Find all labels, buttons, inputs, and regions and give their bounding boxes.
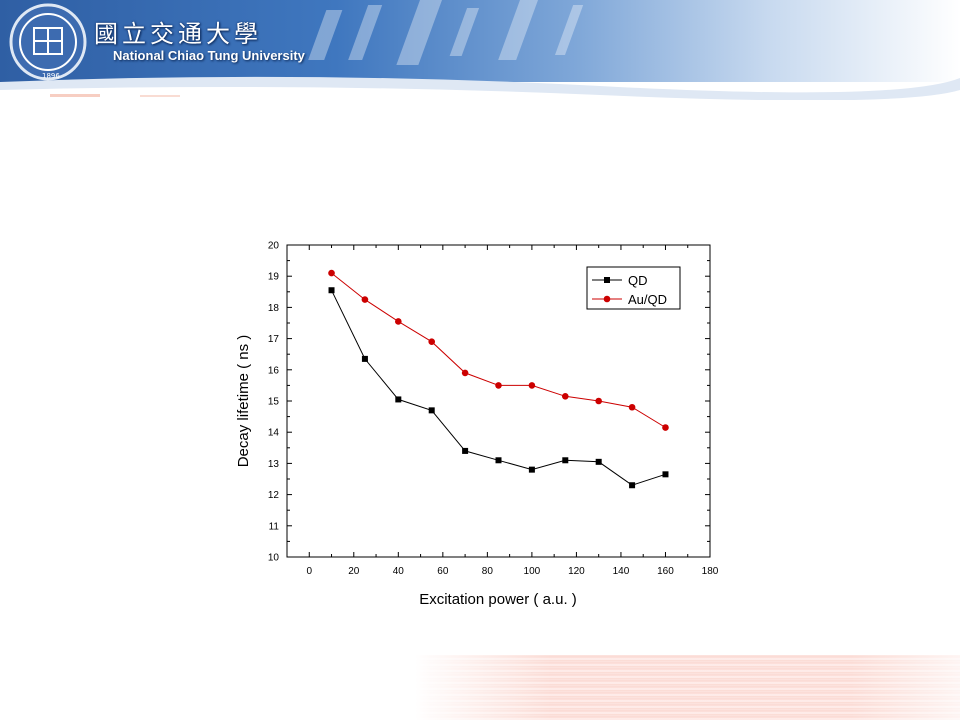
- data-point-qd: [662, 471, 669, 478]
- y-tick-label: 12: [268, 490, 280, 501]
- y-tick-label: 15: [268, 397, 280, 408]
- data-point-qd: [528, 466, 535, 473]
- university-name-chinese: 國立交通大學: [94, 20, 262, 48]
- header-banner: 國立交通大學 National Chiao Tung University 18…: [0, 0, 960, 100]
- data-point-qd: [495, 457, 502, 464]
- data-point-au-qd: [595, 397, 602, 405]
- x-tick-label: 120: [568, 566, 585, 577]
- data-point-au-qd: [561, 393, 569, 400]
- data-point-qd: [595, 458, 602, 465]
- x-tick-label: 80: [482, 566, 494, 577]
- legend-marker-circle: [603, 295, 611, 303]
- y-axis-label: Decay lifetime ( ns ): [235, 335, 252, 468]
- legend-marker-square: [604, 277, 610, 283]
- university-name-english: National Chiao Tung University: [113, 48, 305, 63]
- data-point-qd: [562, 457, 569, 464]
- data-point-qd: [629, 482, 636, 489]
- legend-label: QD: [628, 273, 648, 288]
- banner-background: [0, 0, 960, 100]
- y-tick-label: 13: [268, 459, 280, 470]
- x-tick-label: 140: [613, 566, 630, 577]
- data-point-qd: [361, 355, 368, 362]
- x-tick-label: 40: [393, 566, 405, 577]
- y-tick-label: 11: [269, 521, 280, 532]
- y-tick-label: 17: [268, 334, 280, 345]
- data-point-au-qd: [395, 318, 402, 325]
- y-tick-label: 16: [268, 365, 280, 376]
- y-tick-label: 10: [268, 553, 280, 564]
- y-tick-label: 18: [268, 303, 280, 314]
- seal-year: 1896: [42, 72, 60, 80]
- y-tick-label: 19: [268, 272, 280, 283]
- data-point-au-qd: [461, 369, 469, 377]
- legend: QD Au/QD: [586, 266, 681, 310]
- data-point-au-qd: [628, 403, 636, 411]
- data-point-au-qd: [361, 296, 369, 303]
- legend-label: Au/QD: [628, 292, 667, 307]
- data-point-qd: [328, 287, 335, 294]
- legend-box: [586, 266, 681, 310]
- data-point-au-qd: [528, 382, 536, 389]
- university-seal-icon: [9, 3, 87, 81]
- data-point-qd: [395, 396, 402, 403]
- x-tick-label: 0: [306, 566, 312, 577]
- data-point-au-qd: [495, 382, 502, 389]
- x-tick-label: 60: [437, 566, 449, 577]
- data-point-au-qd: [428, 338, 436, 346]
- x-tick-label: 160: [657, 566, 674, 577]
- y-tick-label: 20: [268, 241, 280, 252]
- footer-decoration: [415, 655, 960, 720]
- x-tick-label: 20: [348, 566, 360, 577]
- data-point-au-qd: [662, 424, 669, 431]
- data-point-qd: [428, 407, 435, 414]
- data-point-qd: [462, 447, 469, 454]
- data-point-au-qd: [328, 269, 335, 277]
- x-tick-label: 100: [524, 566, 541, 577]
- y-tick-label: 14: [268, 428, 280, 439]
- x-tick-label: 180: [702, 566, 719, 577]
- x-axis-label: Excitation power ( a.u. ): [419, 591, 577, 608]
